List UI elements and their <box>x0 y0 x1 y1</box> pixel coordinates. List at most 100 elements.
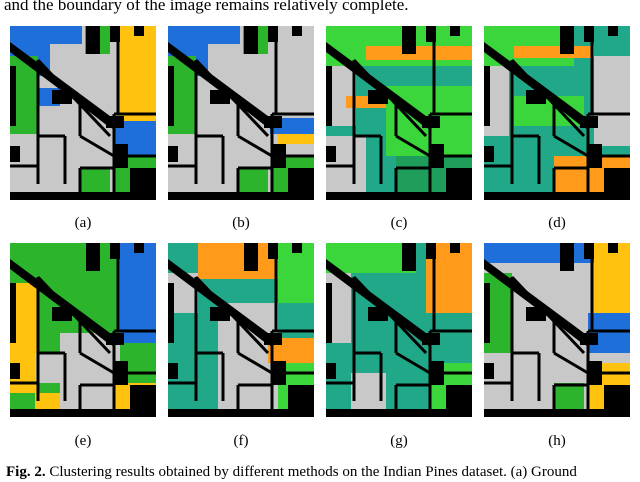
class-region <box>484 66 509 136</box>
segmentation-map <box>168 243 314 417</box>
background-region <box>10 146 20 162</box>
class-region <box>278 243 314 303</box>
field-boundary <box>553 351 589 375</box>
background-region <box>450 26 460 36</box>
class-region <box>198 243 278 279</box>
segmentation-map <box>484 26 630 200</box>
background-region <box>292 26 302 36</box>
segmentation-map <box>326 26 472 200</box>
class-region <box>326 66 356 126</box>
class-region <box>120 243 156 343</box>
background-region <box>326 146 336 162</box>
background-region <box>484 363 494 379</box>
panel-e <box>10 243 156 417</box>
background-region <box>168 283 174 343</box>
background-region <box>426 26 436 42</box>
background-region <box>326 192 472 200</box>
diagonal-boundary <box>10 42 118 130</box>
background-region <box>450 243 460 253</box>
class-region <box>484 273 512 353</box>
background-region <box>244 243 258 271</box>
class-region <box>10 56 38 134</box>
background-region <box>168 66 174 126</box>
caption-body: Clustering results obtained by different… <box>45 464 577 480</box>
field-boundary <box>553 134 589 158</box>
panel-h <box>484 243 630 417</box>
class-region <box>326 136 366 200</box>
background-region <box>10 283 16 343</box>
field-boundary <box>395 351 431 375</box>
class-region <box>60 333 120 417</box>
segmentation-map <box>168 26 314 200</box>
class-region <box>35 353 60 383</box>
background-region <box>10 409 156 417</box>
background-region <box>268 26 278 42</box>
panel-label-f: (f) <box>233 433 249 449</box>
background-region <box>326 283 332 343</box>
class-region <box>118 26 156 146</box>
background-region <box>484 146 494 162</box>
field-boundary <box>79 351 115 375</box>
segmentation-map <box>484 243 630 417</box>
background-region <box>326 66 332 126</box>
background-region <box>584 26 594 42</box>
field-boundary <box>237 351 273 375</box>
panel-label-c: (c) <box>390 215 408 231</box>
panel-a <box>10 26 156 200</box>
background-region <box>292 243 302 253</box>
panel-label-h: (h) <box>548 433 566 449</box>
body-text-line: and the boundary of the image remains re… <box>4 0 409 14</box>
class-region <box>366 46 472 60</box>
segmentation-map <box>10 26 156 200</box>
background-region <box>168 363 178 379</box>
diagonal-boundary <box>168 259 276 347</box>
diagonal-boundary <box>10 259 118 347</box>
background-region <box>134 243 144 253</box>
field-boundary <box>395 134 431 158</box>
class-region <box>326 243 416 273</box>
background-region <box>10 66 16 126</box>
background-region <box>168 409 314 417</box>
panel-label-b: (b) <box>232 215 250 231</box>
panel-b <box>168 26 314 200</box>
background-region <box>484 66 490 126</box>
diagonal-boundary <box>484 42 592 130</box>
class-region <box>594 56 630 146</box>
diagonal-boundary <box>326 259 434 347</box>
background-region <box>110 243 120 259</box>
background-region <box>110 26 120 42</box>
background-region <box>244 26 258 54</box>
background-region <box>484 192 630 200</box>
figure-caption: Fig. 2. Clustering results obtained by d… <box>6 462 640 482</box>
background-region <box>326 363 336 379</box>
background-region <box>608 26 618 36</box>
background-region <box>426 243 436 259</box>
class-region <box>514 46 594 58</box>
segmentation-map <box>10 243 156 417</box>
diagonal-boundary <box>326 42 434 130</box>
background-region <box>10 363 20 379</box>
field-boundary <box>79 134 115 158</box>
figure-number: Fig. 2. <box>6 464 46 480</box>
panel-f <box>168 243 314 417</box>
class-region <box>326 273 351 343</box>
class-region <box>588 313 630 353</box>
background-region <box>168 146 178 162</box>
panel-label-d: (d) <box>548 215 566 231</box>
background-region <box>402 243 416 271</box>
background-region <box>560 26 574 54</box>
background-region <box>268 243 278 259</box>
background-region <box>134 26 144 36</box>
diagonal-boundary <box>168 42 276 130</box>
class-region <box>484 243 594 263</box>
background-region <box>484 409 630 417</box>
background-region <box>326 409 472 417</box>
segmentation-map <box>326 243 472 417</box>
background-region <box>86 26 100 54</box>
background-region <box>10 192 156 200</box>
background-region <box>168 192 314 200</box>
class-region <box>594 243 630 313</box>
panel-c <box>326 26 472 200</box>
background-region <box>484 283 490 343</box>
class-region <box>426 243 472 313</box>
